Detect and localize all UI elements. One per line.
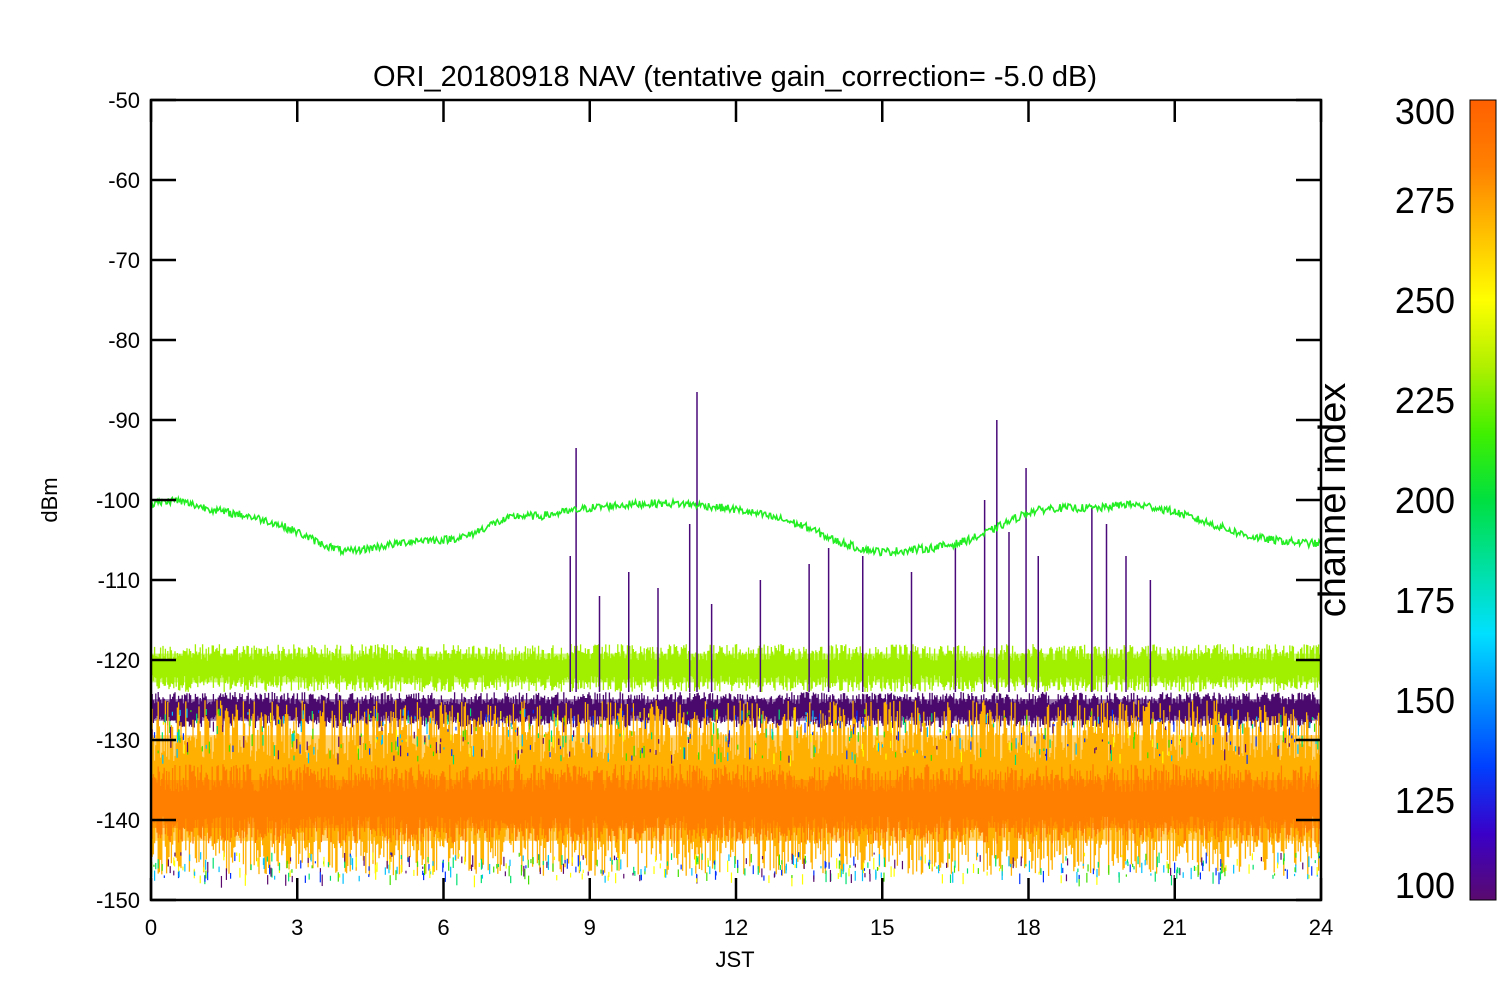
series-band-110 [151,692,1321,728]
x-tick-label: 24 [1309,915,1333,940]
colorbar-ticks: 300 275 250 225 200 175 150 125 100 [1395,91,1455,906]
colorbar-tick-label: 100 [1395,865,1455,906]
y-tick-label: -140 [96,808,140,833]
y-tick-label: -110 [98,568,140,593]
y-tick-label: -100 [96,488,140,513]
x-tick-label: 0 [145,915,157,940]
x-axis: 0 3 6 9 12 15 18 21 24 [145,100,1333,940]
chart-title: ORI_20180918 NAV (tentative gain_correct… [373,61,1097,93]
x-tick-label: 21 [1163,915,1187,940]
colorbar-tick-label: 225 [1395,380,1455,421]
series-line-path [151,494,1321,558]
x-tick-label: 3 [291,915,303,940]
x-tick-label: 9 [584,915,596,940]
series-band-core [151,653,1321,683]
series-speckles [151,708,1321,888]
y-tick-label: -130 [96,728,140,753]
series-band-core [151,780,1321,828]
colorbar [1469,99,1497,901]
plot-area [151,392,1321,888]
x-tick-label: 6 [437,915,449,940]
series-spikes [569,392,1152,692]
x-axis-label: JST [715,947,754,972]
y-tick-label: -60 [108,168,140,193]
colorbar-tick-label: 175 [1395,580,1455,621]
y-tick-label: -90 [108,408,140,433]
colorbar-label: channel index [1312,383,1354,618]
colorbar-tick-label: 250 [1395,280,1455,321]
series-line-240 [151,494,1321,558]
colorbar-tick-label: 150 [1395,680,1455,721]
y-axis: -50 -60 -70 -80 -90 -100 -110 -120 -130 -140 -150 [96,88,1321,913]
series-band-262 [151,644,1321,692]
x-tick-label: 12 [724,915,748,940]
y-tick-label: -120 [96,648,140,673]
y-tick-label: -150 [96,888,140,913]
x-tick-label: 15 [870,915,894,940]
colorbar-tick-label: 200 [1395,480,1455,521]
x-tick-label: 18 [1016,915,1040,940]
series-band-295 [151,764,1321,844]
y-tick-label: -70 [108,248,140,273]
colorbar-tick-label: 300 [1395,91,1455,132]
colorbar-tick-label: 125 [1395,780,1455,821]
series-band-core [151,699,1321,721]
y-axis-label: dBm [37,477,62,522]
colorbar-tick-label: 275 [1395,180,1455,221]
y-tick-label: -80 [108,328,140,353]
y-tick-label: -50 [108,88,140,113]
